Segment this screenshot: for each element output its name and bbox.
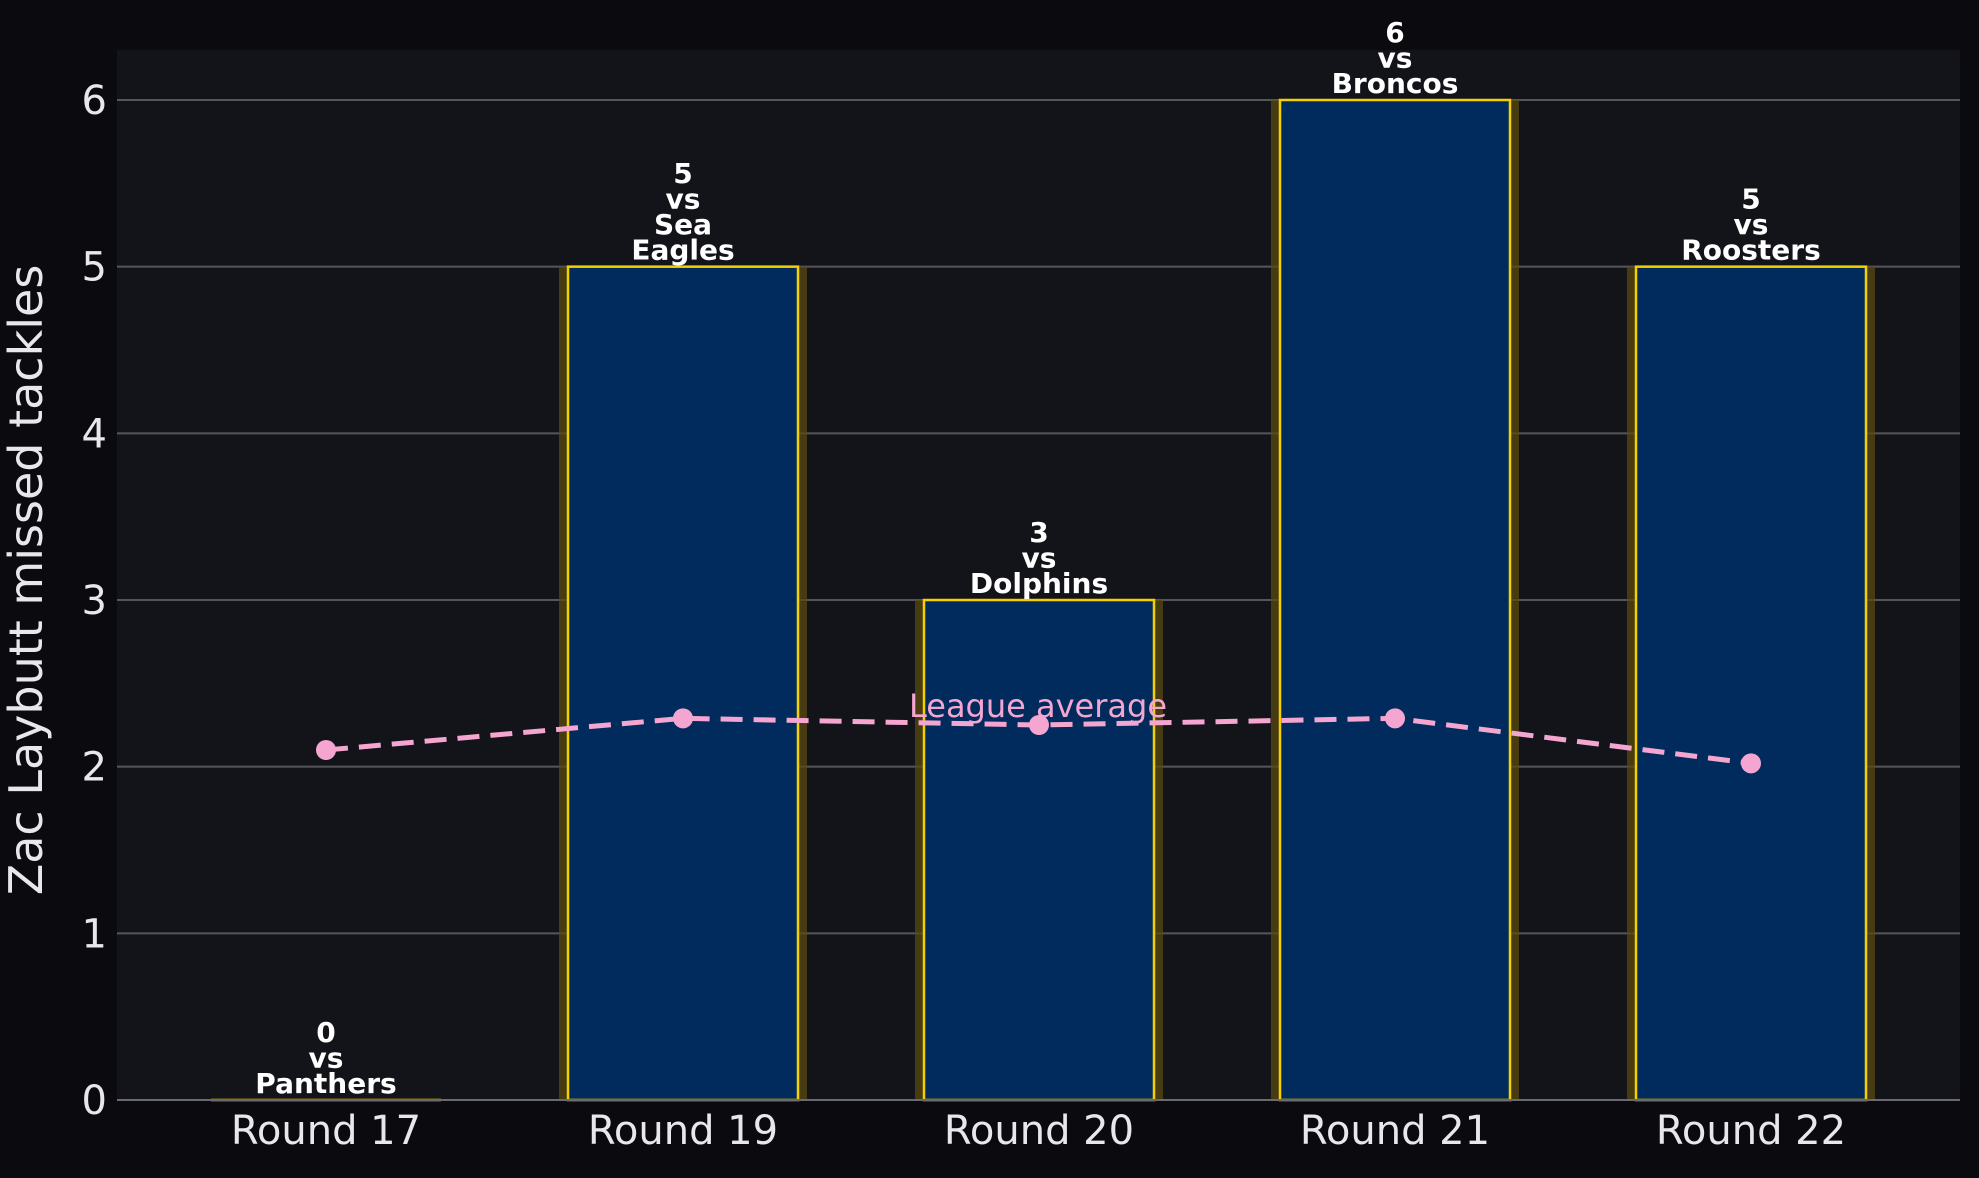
y-tick-label: 4 [82, 411, 107, 457]
y-tick-label: 3 [82, 578, 107, 624]
bar-annotation-line: 3 [1029, 516, 1048, 549]
x-tick-label: Round 21 [1300, 1108, 1490, 1154]
x-tick-label: Round 20 [944, 1108, 1134, 1154]
bar-round-20 [922, 598, 1156, 1102]
bar-annotation-line: Dolphins [970, 567, 1108, 600]
bar-annotation-line: vs [1378, 42, 1413, 75]
league-average-point [1741, 753, 1761, 774]
league-average-line [316, 708, 1761, 774]
bar-annotation-line: vs [309, 1042, 344, 1075]
x-tick-label: Round 17 [231, 1108, 421, 1154]
y-axis-title: Zac Laybutt missed tackles [0, 265, 53, 896]
axes: 0 1 2 3 4 5 6 Round 17 Round 19 Round 20 Round 21 R… [82, 78, 1960, 1154]
bar-annotation-line: Roosters [1681, 234, 1821, 267]
bar-round-19 [566, 265, 800, 1102]
bar-annotation-line: 5 [673, 157, 692, 190]
bar-annotation-line: Panthers [255, 1067, 396, 1100]
league-average-label: League average [909, 687, 1167, 725]
bar-annotation-line: vs [666, 183, 701, 216]
bar-annotation-line: 0 [316, 1016, 335, 1049]
y-tick-label: 5 [82, 245, 107, 291]
y-tick-label: 1 [82, 911, 107, 957]
bar-annotation-line: Eagles [631, 234, 734, 267]
y-tick-label: 6 [82, 78, 107, 124]
bar-labels: 0vsPanthers5vsSeaEagles3vsDolphins6vsBro… [255, 16, 1820, 1100]
bars [211, 98, 1875, 1102]
bar-annotation-line: Sea [654, 208, 712, 241]
y-tick-label: 0 [82, 1078, 107, 1124]
bar-round-22 [1634, 265, 1868, 1102]
bar-annotation-line: vs [1022, 542, 1057, 575]
y-tick-label: 2 [82, 745, 107, 791]
league-average-point [1385, 708, 1405, 729]
league-average-point [673, 708, 693, 729]
x-tick-label: Round 19 [588, 1108, 778, 1154]
bar-round-21 [1278, 98, 1512, 1102]
bar-annotation-line: 5 [1741, 183, 1760, 216]
league-average-point [316, 740, 336, 760]
league-average-point [1029, 715, 1049, 735]
bar-annotation-line: 6 [1385, 16, 1404, 49]
x-tick-label: Round 22 [1656, 1108, 1846, 1154]
bar-annotation-line: vs [1734, 208, 1769, 241]
bar-annotation-line: Broncos [1332, 67, 1459, 100]
